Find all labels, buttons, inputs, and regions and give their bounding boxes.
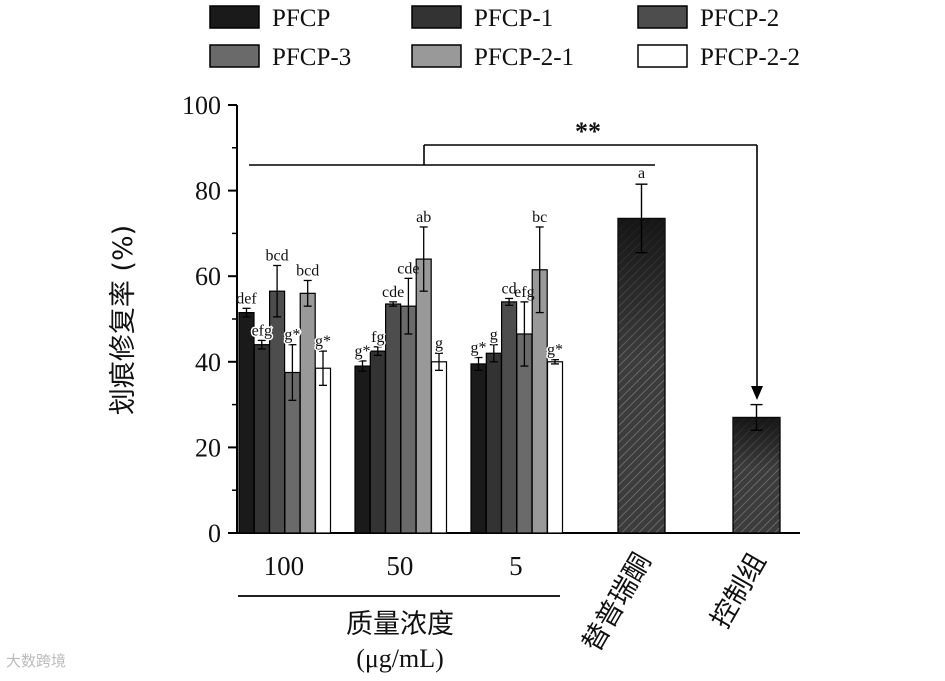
bar-pfcp-2-2 (546, 361, 564, 534)
x-tick-label-rotated: 替普瑞酮 (577, 548, 658, 657)
bar-pfcp-1 (485, 352, 502, 534)
bars (238, 183, 781, 534)
significance-letter: cde (397, 260, 419, 277)
bracket-arrow (751, 386, 763, 400)
significance-letter: g* (284, 327, 300, 344)
bar-pfcp-2-1 (299, 292, 316, 534)
bar-pfcp-2-1 (415, 258, 432, 534)
significance-stars: ** (575, 117, 601, 146)
x-tick-label: 50 (386, 551, 413, 581)
significance-letter: bc (532, 209, 547, 226)
legend-swatch (209, 5, 260, 29)
legend-label: PFCP-2 (700, 5, 779, 32)
legend-label: PFCP-2-1 (474, 44, 574, 71)
significance-letter: efg (252, 322, 272, 339)
legend: PFCP PFCP-1 PFCP-2 PFCP-3 PFCP-2-1 PFCP-2-2 (209, 5, 800, 71)
bar-pfcp-2-2 (430, 361, 448, 534)
x-tick-label-rotated: 控制组 (705, 548, 772, 634)
x-axis-unit: (μg/mL) (356, 644, 444, 673)
bar-pfcp-3 (400, 305, 417, 534)
significance-letter: g (435, 335, 443, 352)
y-tick-label: 40 (195, 348, 221, 377)
legend-label: PFCP (272, 5, 330, 32)
significance-letter: cde (382, 284, 404, 301)
significance-letter: g* (355, 343, 371, 360)
significance-letter: g (490, 327, 498, 344)
bar-pfcp-2 (501, 301, 518, 534)
legend-label: PFCP-1 (474, 5, 553, 32)
bar-pfcp-1 (253, 344, 270, 534)
y-axis-label: 划痕修复率 (%) (108, 225, 139, 415)
bar-pfcp-2-2 (314, 367, 332, 534)
legend-label: PFCP-3 (272, 44, 351, 71)
legend-label: PFCP-2-2 (700, 44, 800, 71)
bar-pfcp-1 (369, 350, 386, 534)
significance-letter: fg (371, 329, 384, 346)
significance-letter: bcd (266, 248, 289, 265)
legend-swatch (411, 44, 462, 68)
bar-pfcp (470, 363, 487, 534)
y-tick-label: 0 (208, 519, 221, 548)
significance-letter: ab (416, 209, 431, 226)
significance-letter: def (236, 290, 257, 307)
y-tick-label: 20 (195, 433, 221, 462)
significance-letter: g* (315, 333, 331, 350)
bar-pfcp-2 (385, 303, 402, 534)
x-axis-label: 质量浓度 (346, 609, 454, 640)
x-tick-label: 5 (509, 551, 523, 581)
bar-pfcp (354, 365, 371, 534)
significance-letter: g* (547, 342, 563, 359)
significance-letter: efg (514, 284, 534, 301)
significance-letter: a (638, 165, 645, 182)
legend-swatch (411, 5, 462, 29)
legend-swatch (637, 44, 688, 68)
x-tick-label: 100 (264, 551, 305, 581)
legend-swatch (637, 5, 688, 29)
significance-letter: g* (471, 340, 487, 357)
bar-pfcp (238, 311, 255, 534)
legend-swatch (209, 44, 260, 68)
y-tick-label: 60 (195, 262, 221, 291)
y-tick-label: 100 (182, 91, 221, 120)
significance-letter: cd (502, 280, 517, 297)
y-tick-label: 80 (195, 177, 221, 206)
significance-letter: bcd (296, 262, 319, 279)
watermark: 大数跨境 (6, 652, 67, 670)
